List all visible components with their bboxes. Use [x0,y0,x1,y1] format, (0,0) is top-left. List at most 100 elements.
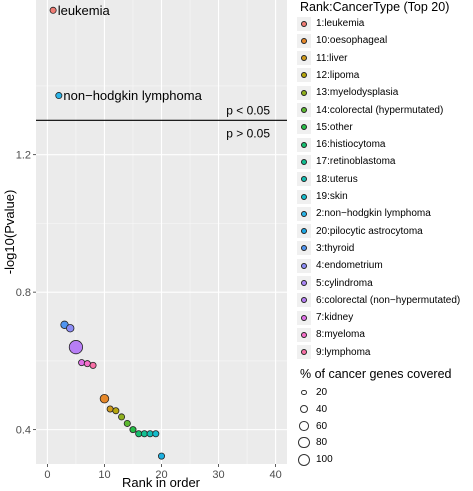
legend-key [297,206,311,221]
legend-size-dot [297,453,311,466]
legend-dot [301,262,307,269]
color-legend-item: 5:cylindroma [297,275,373,292]
legend-label: 10:oesophageal [316,35,388,47]
legend-dot [301,176,307,183]
legend-key [297,68,311,83]
legend-label: 19:skin [316,191,348,202]
legend-key [297,327,311,342]
size-legend-item: 100 [297,451,333,468]
color-legend-item: 10:oesophageal [297,32,387,49]
y-tick-label: 0.8 [16,287,31,299]
legend-label: 5:cylindroma [316,277,373,289]
legend-label: 7:kidney [316,312,354,324]
legend-key [297,241,311,256]
legend-label: 8:myeloma [316,329,365,341]
data-point [83,360,91,368]
legend-size-dot [298,437,310,449]
legend-label: 13:myelodysplasia [316,87,399,99]
legend-label: 80 [316,437,328,449]
legend-dot [301,141,307,148]
legend-size-dot [301,389,307,396]
color-legend-item: 16:histiocytoma [297,136,385,153]
color-legend-item: 11:liver [297,50,348,67]
legend-dot [301,193,307,200]
data-point [129,426,137,434]
data-point [157,452,165,460]
threshold: p < 0.05 p > 0.05 [36,103,287,140]
data-point [146,430,154,438]
data-point [118,413,126,421]
color-legend-item: 18:uterus [297,171,358,188]
legend-label: 18:uterus [316,173,358,185]
legend-dot [301,280,307,286]
legend-key [297,103,311,117]
color-legend-item: 17:retinoblastoma [297,153,396,170]
data-point [89,361,97,369]
size-legend-item: 40 [297,401,327,418]
legend-dot [301,210,307,217]
legend-size-dot [299,421,309,431]
x-tick-label: 0 [44,469,50,481]
color-legend-item: 9:lymphoma [297,344,370,361]
legend-key [297,51,311,66]
data-point [49,6,57,14]
size-legend-item: 80 [297,434,327,451]
x-tick-label: 40 [269,469,281,481]
legend-label: 20 [316,387,328,398]
legend-dot [301,297,307,304]
y-axis-title: -log10(Pvalue) [2,190,17,275]
size-legend-title: % of cancer genes covered [300,367,452,381]
legend-dot [301,72,307,79]
legend-label: 20:pilocytic astrocytoma [316,225,423,237]
legend-key [297,137,311,152]
legend-label: 4:endometrium [316,260,383,272]
legend-label: 6:colorectal (non−hypermutated) [316,294,461,306]
legend-dot [301,331,307,338]
data-point [140,430,148,438]
legend-label: 100 [316,454,333,466]
threshold-above-label: p < 0.05 [226,103,270,117]
color-legend-item: 20:pilocytic astrocytoma [297,223,423,240]
legend-dot [301,228,307,235]
legend-key [297,435,311,450]
color-legend-title: Rank:CancerType (Top 20) [300,0,450,14]
color-legend-item: 19:skin [297,188,348,205]
data-point [55,92,63,100]
threshold-below-label: p > 0.05 [226,126,270,140]
legend-dot [301,314,307,321]
point-label: non−hodgkin lymphoma [63,88,202,103]
legend-key [297,293,311,308]
legend-label: 9:lymphoma [316,346,371,358]
legend-key [297,33,311,48]
legend-key [297,419,311,434]
color-legend-item: 14:colorectal (hypermutated) [297,102,443,119]
y-tick-label: 0.4 [16,425,31,437]
x-axis-title: Rank in order [122,475,201,490]
data-point [135,430,143,438]
x-tick-label: 20 [155,469,167,481]
legend-dot [301,55,307,62]
x-tick-label: 10 [98,469,110,481]
data-point [106,405,114,413]
axis-ticks: 0 10 20 30 40 0.4 0.8 1.2 [16,150,282,481]
data-point [78,359,86,367]
legend-dot [301,349,307,356]
color-legend-item: 13:myelodysplasia [297,84,398,101]
data-points [49,6,165,460]
legend-key [297,172,311,187]
legend-label: 14:colorectal (hypermutated) [316,104,444,116]
color-legend-item: 3:thyroid [297,240,354,257]
legend-key [297,345,311,360]
size-legend-item: 20 [297,384,327,401]
legend-key [297,452,311,467]
color-legend-item: 2:non−hodgkin lymphoma [297,205,431,222]
legend-size-dot [300,405,308,414]
color-legend-item: 1:leukemia [297,15,364,32]
legend-label: 1:leukemia [316,18,365,29]
legend-dot [301,124,307,131]
color-legend-item: 12:lipoma [297,67,359,84]
grid-major [36,0,287,464]
x-tick-label: 30 [212,469,224,481]
legend-key [297,258,311,273]
